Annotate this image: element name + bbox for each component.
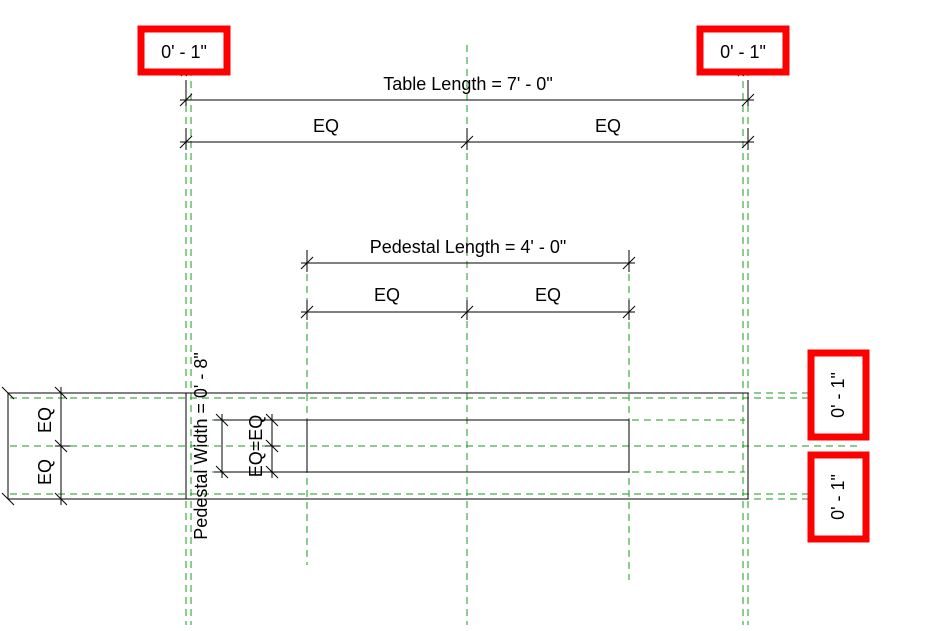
table-length-label[interactable]: Table Length = 7' - 0" — [383, 74, 552, 94]
pedestal-width-dimension[interactable]: Pedestal Width = 0' - 8" — [191, 352, 307, 540]
table-eq-left-label[interactable]: EQ — [313, 116, 339, 136]
pedestal-width-label[interactable]: Pedestal Width = 0' - 8" — [191, 352, 211, 539]
pedestal-eq-right-label[interactable]: EQ — [535, 285, 561, 305]
table-eq-right-label[interactable]: EQ — [595, 116, 621, 136]
top-right-offset-label[interactable]: 0' - 1" — [720, 42, 766, 62]
highlight-right-top[interactable]: 0' - 1" — [807, 349, 870, 441]
horizontal-reference-planes — [10, 392, 860, 500]
geometry — [185, 392, 749, 500]
highlight-top-right[interactable]: 0' - 1" — [696, 25, 790, 76]
pedestal-width-eq-dimension[interactable]: EQ=EQ — [246, 413, 280, 479]
highlight-top-left[interactable]: 0' - 1" — [137, 25, 231, 76]
pedestal-length-label[interactable]: Pedestal Length = 4' - 0" — [370, 237, 566, 257]
pedestal-width-eq-label[interactable]: EQ=EQ — [246, 415, 266, 478]
table-width-eq-top-label[interactable]: EQ — [35, 407, 55, 433]
top-left-offset-label[interactable]: 0' - 1" — [161, 42, 207, 62]
pedestal-eq-left-label[interactable]: EQ — [374, 285, 400, 305]
right-bottom-offset-label[interactable]: 0' - 1" — [828, 474, 848, 520]
pedestal-length-dimension[interactable]: Pedestal Length = 4' - 0" — [300, 237, 636, 272]
table-width-eq-bottom-label[interactable]: EQ — [35, 459, 55, 485]
highlight-right-bottom[interactable]: 0' - 1" — [807, 451, 870, 543]
table-width-eq-dimension[interactable]: EQ EQ — [1, 386, 186, 506]
table-top-outline[interactable] — [185, 392, 749, 500]
pedestal-eq-dimension[interactable]: EQ EQ — [300, 285, 636, 320]
pedestal-outline[interactable] — [306, 419, 630, 473]
table-eq-dimension[interactable]: EQ EQ — [179, 116, 755, 150]
table-length-dimension[interactable]: Table Length = 7' - 0" — [179, 74, 755, 107]
right-top-offset-label[interactable]: 0' - 1" — [828, 372, 848, 418]
